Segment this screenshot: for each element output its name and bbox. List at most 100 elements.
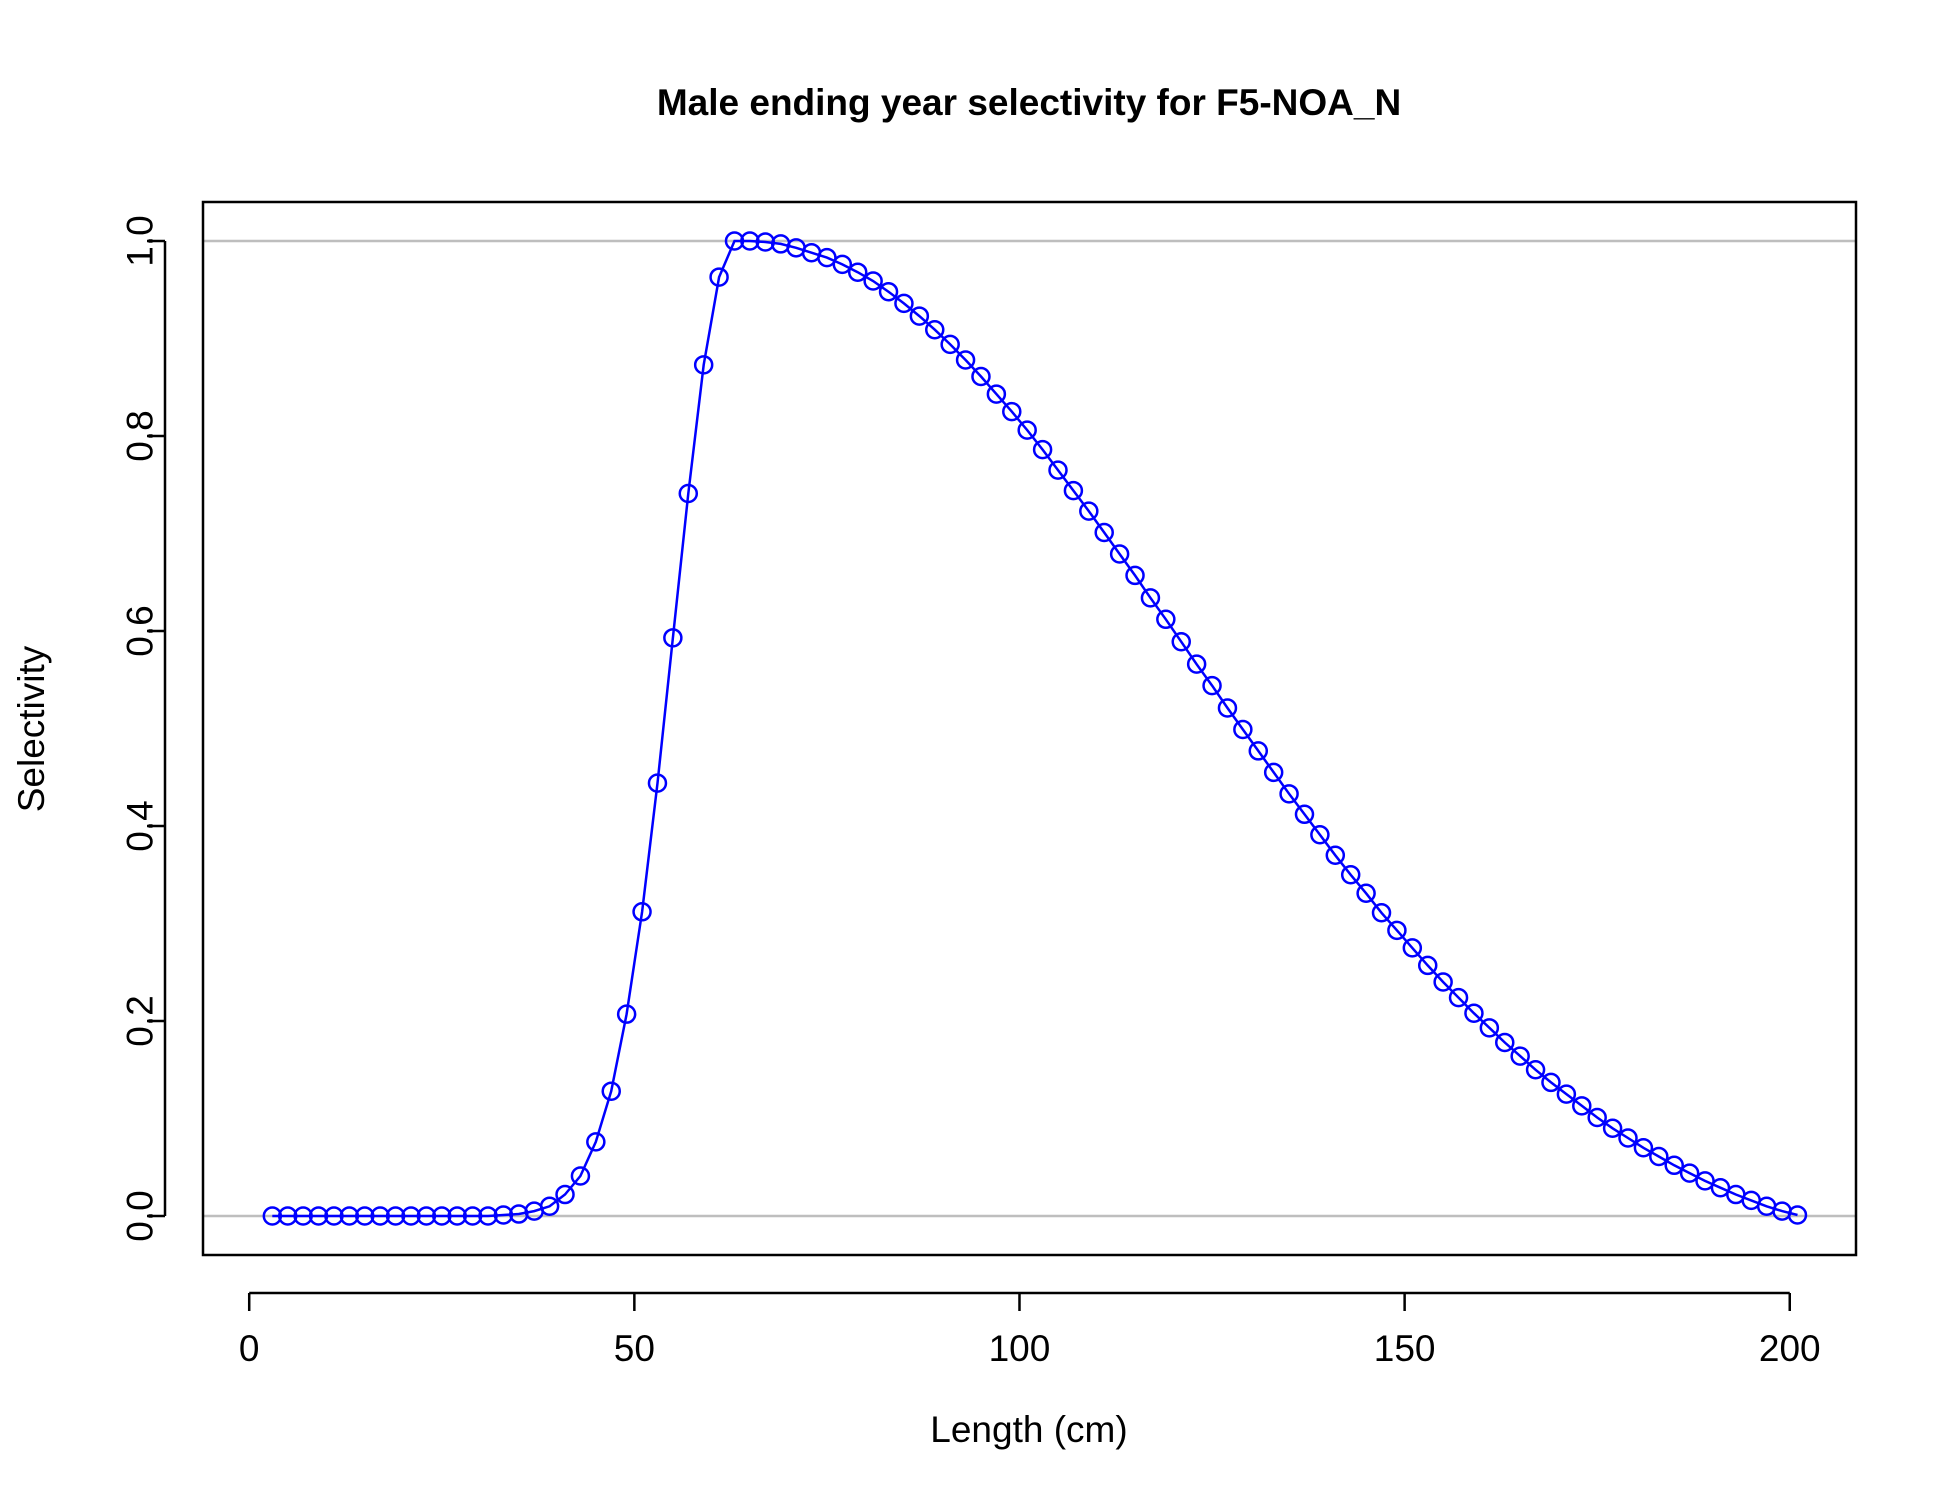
x-tick-label: 0 xyxy=(239,1328,260,1369)
data-point xyxy=(894,293,914,314)
data-point xyxy=(678,483,699,504)
data-point xyxy=(1649,1146,1669,1167)
data-point xyxy=(1633,1138,1654,1158)
data-point xyxy=(1387,920,1407,941)
y-tick-label: 0.4 xyxy=(120,800,161,851)
data-point xyxy=(1233,719,1253,740)
data-point xyxy=(601,1081,621,1101)
data-point xyxy=(416,1206,437,1226)
x-axis-label: Length (cm) xyxy=(930,1409,1127,1450)
chart-title: Male ending year selectivity for F5-NOA_… xyxy=(657,82,1401,123)
data-point xyxy=(324,1206,344,1226)
data-point xyxy=(1417,955,1438,976)
data-point xyxy=(647,773,668,793)
data-point xyxy=(1063,480,1084,501)
data-point xyxy=(1664,1155,1684,1176)
data-point xyxy=(1340,865,1361,885)
data-point xyxy=(478,1206,498,1226)
x-tick-label: 50 xyxy=(614,1328,655,1369)
data-point xyxy=(1032,439,1053,460)
data-point xyxy=(1525,1060,1546,1080)
data-point xyxy=(1079,501,1099,521)
data-point xyxy=(293,1206,313,1226)
data-point xyxy=(493,1205,514,1225)
data-point xyxy=(1787,1205,1808,1225)
data-point xyxy=(385,1206,406,1226)
data-point xyxy=(308,1206,329,1226)
data-point xyxy=(1202,675,1222,696)
data-point xyxy=(1263,762,1284,783)
data-point xyxy=(1125,565,1145,586)
plot-frame xyxy=(201,200,1858,1257)
data-point xyxy=(847,262,868,282)
data-point xyxy=(586,1132,606,1152)
data-point xyxy=(1556,1084,1577,1104)
data-point xyxy=(539,1196,560,1216)
data-point xyxy=(616,1004,637,1024)
data-point xyxy=(1002,401,1022,422)
y-tick-label: 0.2 xyxy=(120,995,161,1046)
data-point xyxy=(277,1206,298,1226)
data-point xyxy=(863,271,883,291)
data-point xyxy=(1279,784,1299,804)
data-point xyxy=(709,267,729,287)
data-point xyxy=(1433,972,1453,992)
data-point xyxy=(693,355,714,375)
data-point xyxy=(1248,741,1269,761)
data-point xyxy=(971,366,991,387)
data-point xyxy=(1572,1096,1592,1116)
data-point xyxy=(432,1206,452,1226)
data-point xyxy=(755,232,776,252)
data-point xyxy=(555,1184,575,1205)
data-point xyxy=(1140,588,1161,608)
y-tick-label: 1.0 xyxy=(120,215,161,266)
data-point xyxy=(1186,654,1207,674)
data-point xyxy=(1448,987,1469,1008)
data-point xyxy=(724,231,745,251)
data-point xyxy=(1587,1107,1607,1128)
data-point xyxy=(925,319,945,340)
x-tick-label: 200 xyxy=(1759,1328,1821,1369)
data-point xyxy=(1356,883,1376,904)
y-tick-label: 0.6 xyxy=(120,605,161,656)
data-point xyxy=(570,1166,591,1186)
data-point xyxy=(1510,1046,1530,1066)
data-point xyxy=(832,254,853,275)
data-point xyxy=(1541,1072,1561,1093)
y-axis-label: Selectivity xyxy=(11,645,52,812)
data-point xyxy=(663,628,683,648)
data-point xyxy=(355,1206,375,1226)
data-point xyxy=(1156,609,1176,630)
data-point xyxy=(262,1206,283,1226)
y-tick-label: 0.0 xyxy=(120,1190,161,1241)
data-point xyxy=(940,334,960,355)
data-point xyxy=(1479,1018,1500,1038)
data-point xyxy=(1109,544,1130,564)
plot-area: 0 50 100 150 200 0.0 0.2 0.4 0.6 0.8 1.0 xyxy=(120,200,1858,1369)
x-tick-label: 100 xyxy=(989,1328,1051,1369)
data-point xyxy=(1679,1163,1700,1183)
data-point xyxy=(740,231,760,251)
data-point xyxy=(878,281,899,302)
data-point xyxy=(401,1206,421,1226)
data-point xyxy=(1017,420,1037,440)
data-point xyxy=(1325,845,1346,865)
data-point xyxy=(370,1206,390,1226)
data-point xyxy=(339,1206,360,1226)
x-tick-label: 150 xyxy=(1374,1328,1436,1369)
data-point xyxy=(986,384,1007,404)
data-point xyxy=(1602,1118,1623,1138)
data-point xyxy=(462,1206,483,1226)
y-tick-label: 0.8 xyxy=(120,410,161,461)
data-point xyxy=(1094,522,1114,543)
data-point xyxy=(1402,938,1423,958)
data-point xyxy=(632,902,652,922)
data-point xyxy=(1294,804,1315,825)
data-point xyxy=(1371,903,1392,923)
data-point xyxy=(1495,1032,1515,1053)
data-point xyxy=(447,1206,467,1226)
data-point xyxy=(1618,1128,1638,1148)
data-point xyxy=(909,306,930,326)
